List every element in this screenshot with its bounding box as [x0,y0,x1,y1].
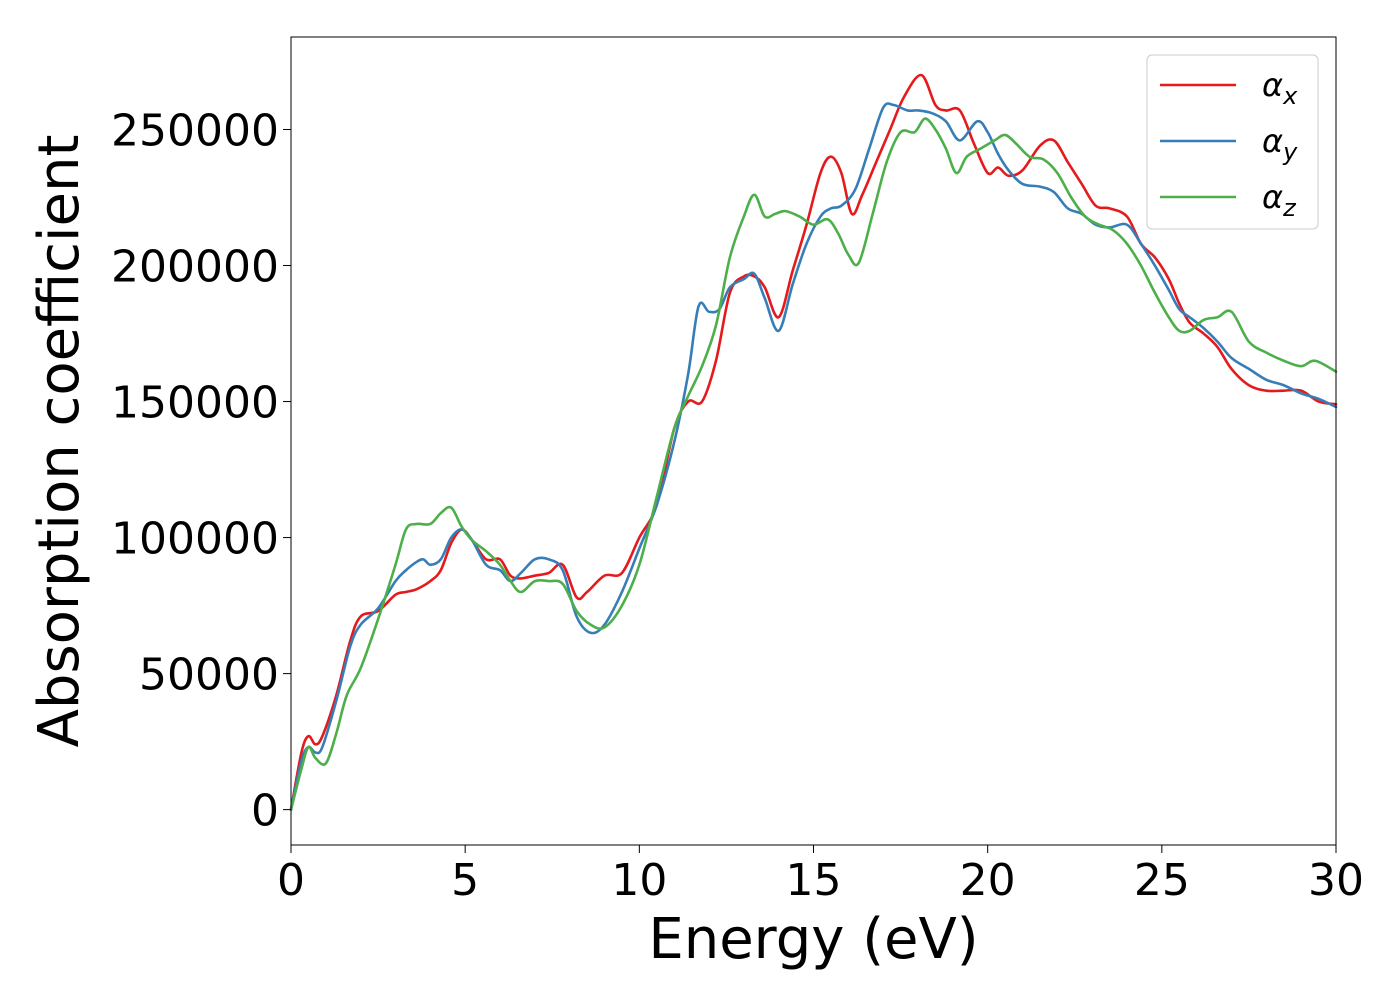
y-axis-label: Absorption coefficient [27,135,92,748]
x-tick-label: 0 [277,855,305,906]
series-line-z [289,117,1338,811]
x-tick-label: 5 [451,855,479,906]
legend-symbol: α [1262,122,1283,160]
x-tick-label: 25 [1134,855,1190,906]
legend-symbol: α [1262,178,1283,216]
y-tick-label: 200000 [111,242,279,293]
y-tick-label: 250000 [111,105,279,156]
legend-subscript: y [1282,138,1298,166]
legend-symbol: α [1262,66,1283,104]
y-tick-label: 50000 [139,650,279,701]
x-tick-label: 30 [1308,855,1364,906]
series-line-y [289,102,1338,811]
legend-subscript: x [1282,82,1298,110]
y-tick-label: 100000 [111,514,279,565]
legend-label-x: αx [1262,66,1298,110]
series-layer [289,73,1338,811]
x-axis-label: Energy (eV) [648,907,978,972]
x-tick-label: 15 [786,855,842,906]
tick-layer: 0 5 10 15 20 25 30 0 50000 100000 150000 200000 2500… [111,105,1364,906]
legend-label-y: αy [1262,122,1298,166]
legend-label-z: αz [1262,178,1297,222]
x-tick-label: 10 [611,855,667,906]
y-tick-label: 0 [251,786,279,837]
x-tick-label: 20 [960,855,1016,906]
y-tick-label: 150000 [111,378,279,429]
legend-subscript: z [1282,194,1297,222]
